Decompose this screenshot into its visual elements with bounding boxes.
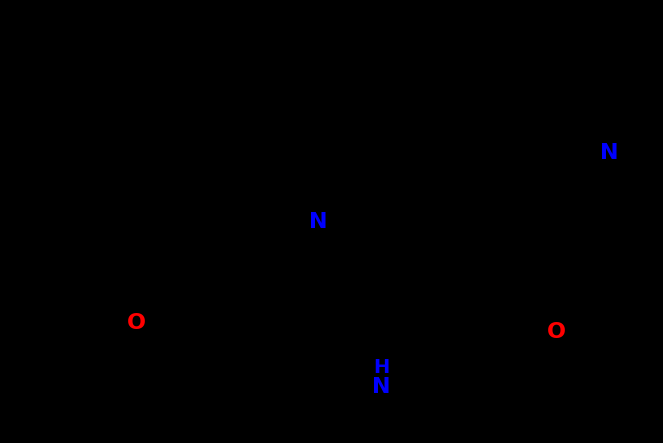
Text: N: N	[600, 143, 619, 163]
Text: N: N	[372, 377, 391, 396]
Text: O: O	[127, 313, 146, 334]
Text: H: H	[373, 358, 389, 377]
Text: N: N	[309, 211, 328, 232]
Text: O: O	[547, 322, 566, 342]
